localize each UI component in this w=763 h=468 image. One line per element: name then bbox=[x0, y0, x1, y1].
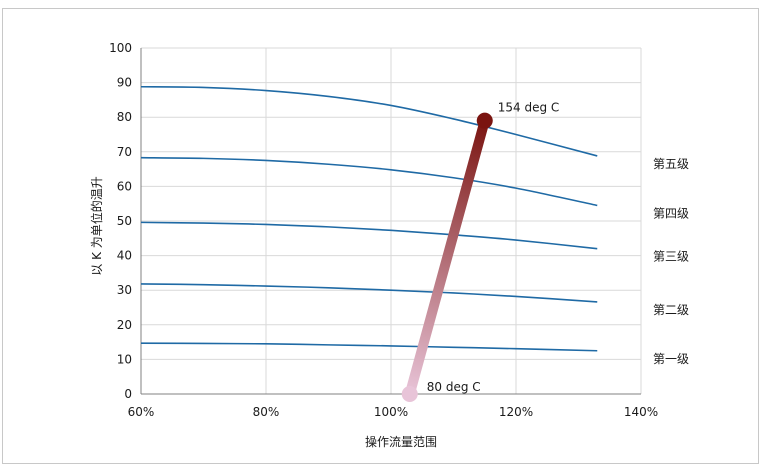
series-line-4 bbox=[140, 156, 598, 207]
operating-end-label: 154 deg C bbox=[498, 101, 560, 115]
series-line-1 bbox=[140, 342, 598, 352]
y-tick-label: 20 bbox=[117, 318, 132, 332]
chart-frame bbox=[2, 8, 759, 464]
operating-end-marker bbox=[476, 112, 493, 129]
x-tick-label: 120% bbox=[499, 405, 533, 419]
y-tick-label: 100 bbox=[109, 41, 132, 55]
operating-start-marker bbox=[401, 386, 418, 402]
series-label-1: 第一级 bbox=[653, 352, 689, 366]
y-tick-label: 70 bbox=[117, 145, 132, 159]
y-tick-label: 40 bbox=[117, 249, 132, 263]
series-label-4: 第四级 bbox=[653, 206, 689, 220]
y-tick-label: 30 bbox=[117, 283, 132, 297]
series-label-3: 第三级 bbox=[653, 250, 689, 264]
series-label-5: 第五级 bbox=[653, 157, 689, 171]
y-tick-label: 10 bbox=[117, 352, 132, 366]
operating-line-layer bbox=[401, 112, 493, 402]
x-axis-title: 操作流量范围 bbox=[365, 434, 437, 449]
x-tick-label: 60% bbox=[128, 405, 155, 419]
y-tick-label: 50 bbox=[117, 214, 132, 228]
series-layer bbox=[140, 85, 598, 352]
y-tick-label: 80 bbox=[117, 110, 132, 124]
operating-start-label: 80 deg C bbox=[427, 380, 481, 394]
x-tick-label: 100% bbox=[374, 405, 408, 419]
series-line-2 bbox=[140, 283, 598, 303]
grid-layer bbox=[141, 47, 642, 394]
series-label-2: 第二级 bbox=[653, 303, 689, 317]
y-tick-label: 0 bbox=[124, 387, 132, 401]
y-tick-label: 90 bbox=[117, 76, 132, 90]
operating-line bbox=[404, 115, 490, 399]
y-axis-title: 以 K 为单位的温升 bbox=[89, 176, 104, 276]
y-tick-label: 60 bbox=[117, 179, 132, 193]
label-layer: 第一级 第二级 第三级 第四级 第五级 80 deg C 154 deg C bbox=[427, 101, 689, 394]
x-tick-label: 80% bbox=[253, 405, 280, 419]
x-tick-label: 140% bbox=[624, 405, 658, 419]
axis-layer: 0 10 20 30 40 50 60 70 80 90 100 60% 80% 100% 120% 140%… bbox=[89, 41, 658, 449]
series-line-5 bbox=[140, 85, 598, 157]
series-line-3 bbox=[140, 221, 598, 250]
